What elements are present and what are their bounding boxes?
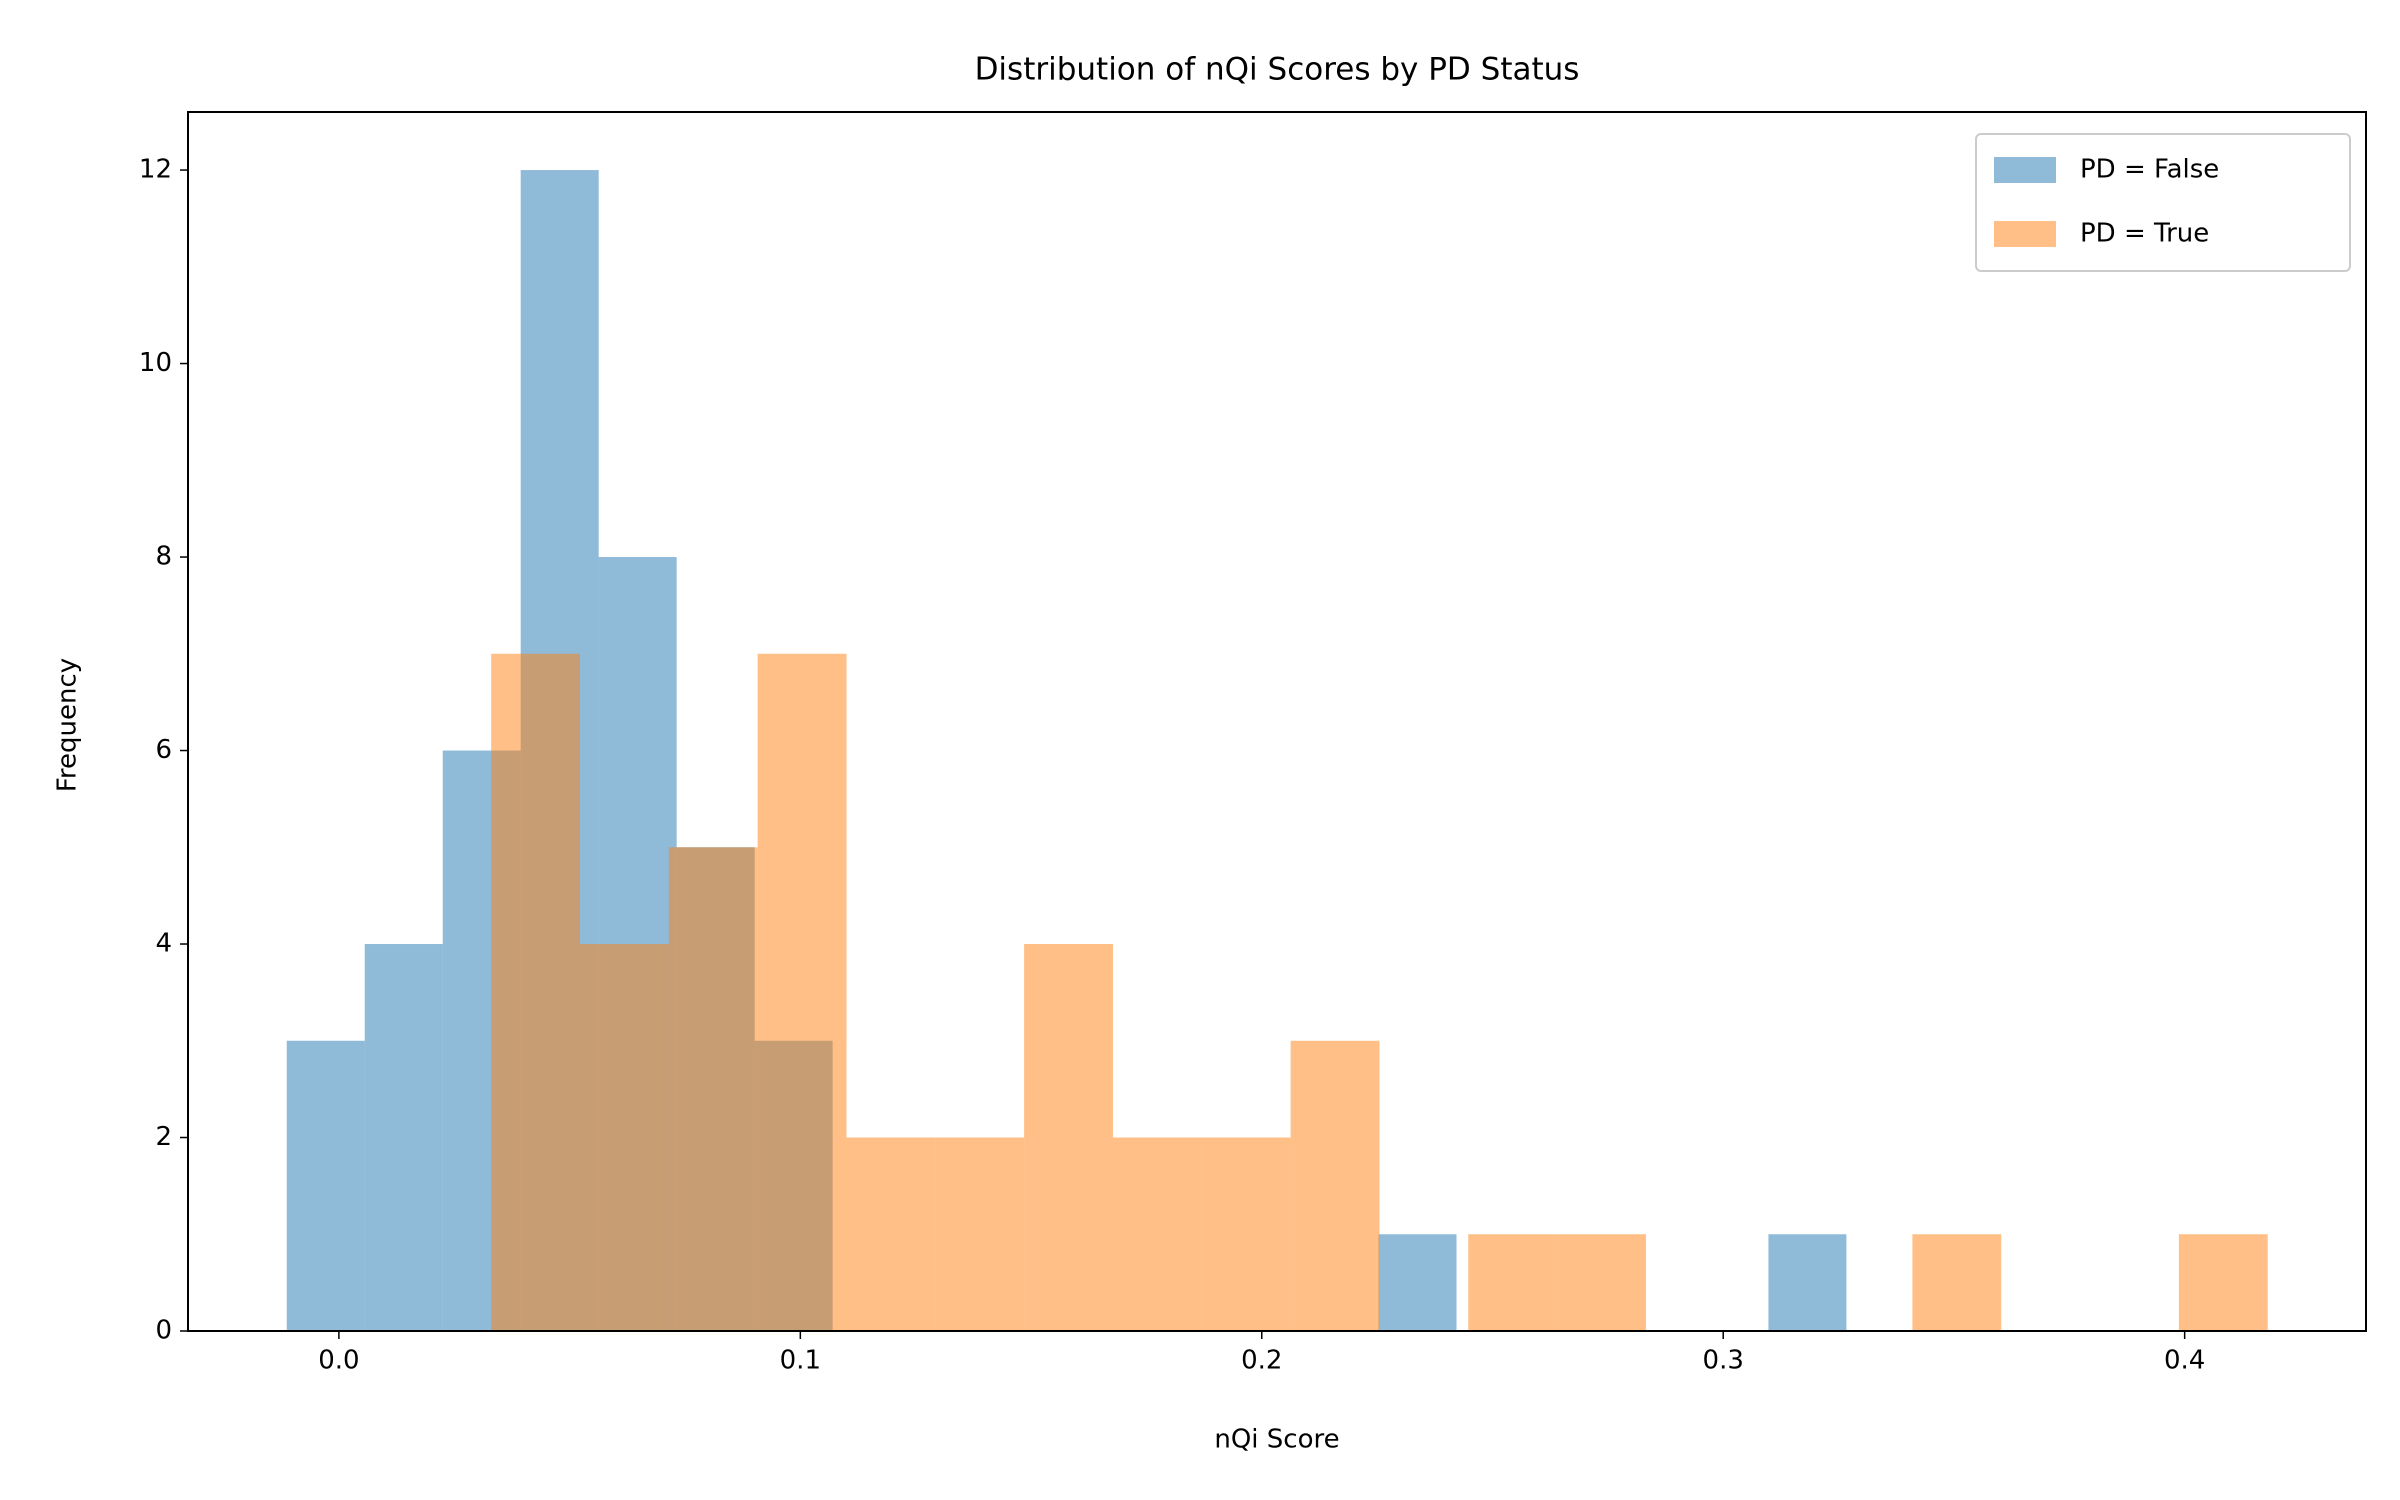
bar [1378,1234,1457,1331]
bar [1201,1137,1291,1331]
x-tick-label: 0.4 [2164,1346,2205,1376]
bar [1468,1234,1558,1331]
bar [1290,1040,1380,1331]
legend-label: PD = True [2080,219,2209,249]
legend-swatch [1994,221,2056,247]
bar [846,1137,936,1331]
bar [668,847,758,1331]
legend-swatch [1994,157,2056,183]
bar [1768,1234,1847,1331]
bar [579,944,669,1331]
bar [1024,944,1113,1331]
y-tick-label: 8 [155,542,172,572]
y-tick-label: 10 [139,348,172,378]
y-axis-label: Frequency [53,658,83,792]
bar [491,653,580,1331]
bar [757,653,847,1331]
x-tick-label: 0.1 [780,1346,821,1376]
bar [364,944,443,1331]
chart-title: Distribution of nQi Scores by PD Status [975,52,1580,88]
y-tick-label: 4 [155,929,172,959]
bar [935,1137,1025,1331]
bar [1557,1234,1646,1331]
bar [2178,1234,2268,1331]
bar [1112,1137,1202,1331]
plot-frame [187,111,2367,1332]
legend-label: PD = False [2080,155,2219,185]
y-tick-label: 12 [139,155,172,185]
bar [1912,1234,2002,1331]
y-tick-label: 6 [155,735,172,765]
y-tick-label: 0 [155,1316,172,1346]
legend-box [1975,133,2351,272]
x-tick-label: 0.3 [1703,1346,1744,1376]
y-tick-label: 2 [155,1122,172,1152]
x-axis-label: nQi Score [1214,1425,1339,1455]
x-tick-label: 0.0 [318,1346,359,1376]
x-tick-label: 0.2 [1241,1346,1282,1376]
bar [286,1040,365,1331]
